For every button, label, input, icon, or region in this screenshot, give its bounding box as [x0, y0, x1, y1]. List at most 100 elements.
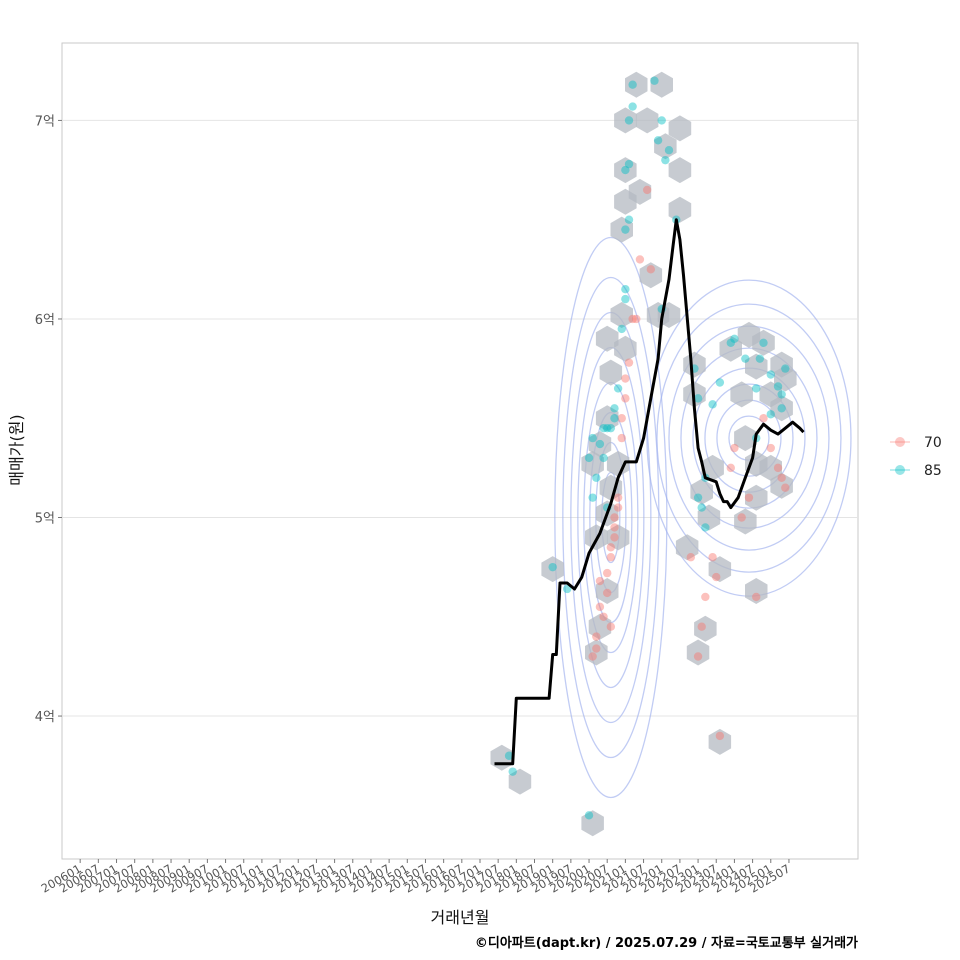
hexbin: [654, 133, 677, 160]
point-85: [603, 423, 612, 433]
point-70: [610, 523, 619, 532]
point-70: [759, 414, 768, 423]
hexbin: [610, 216, 633, 243]
point-70: [730, 443, 739, 453]
hexbin: [737, 321, 761, 348]
point-70: [737, 513, 746, 522]
point-70: [635, 255, 645, 264]
hexbin: [708, 556, 732, 583]
hexbin: [595, 325, 619, 352]
hexbin: [588, 431, 612, 458]
hexbin: [581, 450, 604, 477]
point-85: [599, 453, 608, 463]
hexbin: [541, 556, 564, 583]
point-85: [592, 473, 601, 483]
hexbin: [614, 157, 637, 184]
point-85: [752, 384, 761, 393]
point-70: [617, 433, 626, 443]
point-85: [697, 503, 706, 512]
point-70: [595, 602, 605, 612]
hexbin: [701, 454, 724, 481]
point-85: [610, 404, 619, 413]
hexbin: [697, 504, 721, 531]
point-70: [773, 463, 783, 473]
point-85: [548, 562, 557, 572]
y-axis-title: 매매가(원): [7, 414, 26, 485]
hexbin: [708, 728, 732, 755]
point-70: [646, 265, 656, 274]
point-85: [563, 584, 572, 594]
point-70: [701, 592, 710, 602]
hexbin: [774, 365, 797, 392]
point-85: [741, 354, 750, 363]
point-85: [777, 404, 786, 413]
point-70: [617, 414, 626, 423]
point-70: [595, 576, 605, 586]
hexbin: [668, 115, 692, 142]
y-tick-label: 7억: [35, 114, 55, 129]
y-tick-label: 6억: [35, 313, 55, 328]
hexbin: [639, 262, 663, 289]
hexbin: [508, 768, 532, 795]
point-70: [613, 503, 623, 512]
point-85: [624, 215, 634, 224]
hexbin: [683, 351, 706, 378]
point-85: [693, 493, 703, 502]
density-contour: [554, 236, 668, 799]
point-70: [624, 358, 634, 367]
hexbin: [625, 71, 648, 98]
hexbin: [614, 107, 637, 134]
point-70: [632, 314, 641, 324]
point-85: [773, 382, 783, 391]
point-85: [588, 433, 597, 443]
point-70: [715, 731, 725, 741]
legend-label-85: 85: [924, 463, 942, 479]
point-70: [744, 493, 754, 502]
point-70: [621, 374, 630, 383]
point-70: [712, 572, 721, 582]
caption: ©디아파트(dapt.kr) / 2025.07.29 / 자료=국토교통부 실…: [475, 935, 858, 951]
point-85: [621, 294, 630, 304]
point-70: [606, 543, 616, 552]
point-85: [588, 493, 597, 502]
point-70: [781, 483, 790, 492]
hexbin: [686, 639, 710, 666]
legend-key-70: [895, 437, 905, 447]
y-tick-label: 4억: [35, 710, 55, 725]
hexbin: [595, 578, 619, 604]
point-85: [584, 811, 594, 820]
point-70: [777, 473, 786, 483]
gridlines: [62, 119, 858, 717]
hexbin: [730, 381, 753, 408]
point-85: [730, 334, 739, 344]
point-70: [592, 644, 601, 653]
hexbin: [694, 615, 717, 642]
point-70: [726, 463, 735, 473]
point-70: [613, 493, 623, 502]
hexbin: [595, 405, 619, 432]
legend-item-70[interactable]: 70: [890, 435, 942, 451]
hexbin: [606, 450, 630, 477]
point-85: [766, 410, 775, 419]
point-70: [606, 622, 616, 631]
point-70: [610, 533, 619, 542]
point-85: [624, 159, 634, 169]
point-85: [759, 338, 768, 347]
point-85: [726, 338, 735, 347]
point-85: [657, 116, 666, 125]
point-70: [606, 553, 616, 562]
point-85: [766, 370, 775, 379]
point-85: [599, 423, 608, 433]
point-85: [653, 136, 663, 145]
point-85: [664, 146, 674, 155]
point-85: [781, 364, 790, 373]
point-70: [697, 622, 706, 631]
legend-item-85[interactable]: 85: [890, 463, 942, 479]
hexbin: [628, 178, 652, 205]
point-85: [628, 102, 637, 111]
point-85: [693, 394, 703, 403]
point-70: [642, 185, 652, 195]
point-85: [777, 390, 786, 399]
point-85: [661, 155, 670, 165]
